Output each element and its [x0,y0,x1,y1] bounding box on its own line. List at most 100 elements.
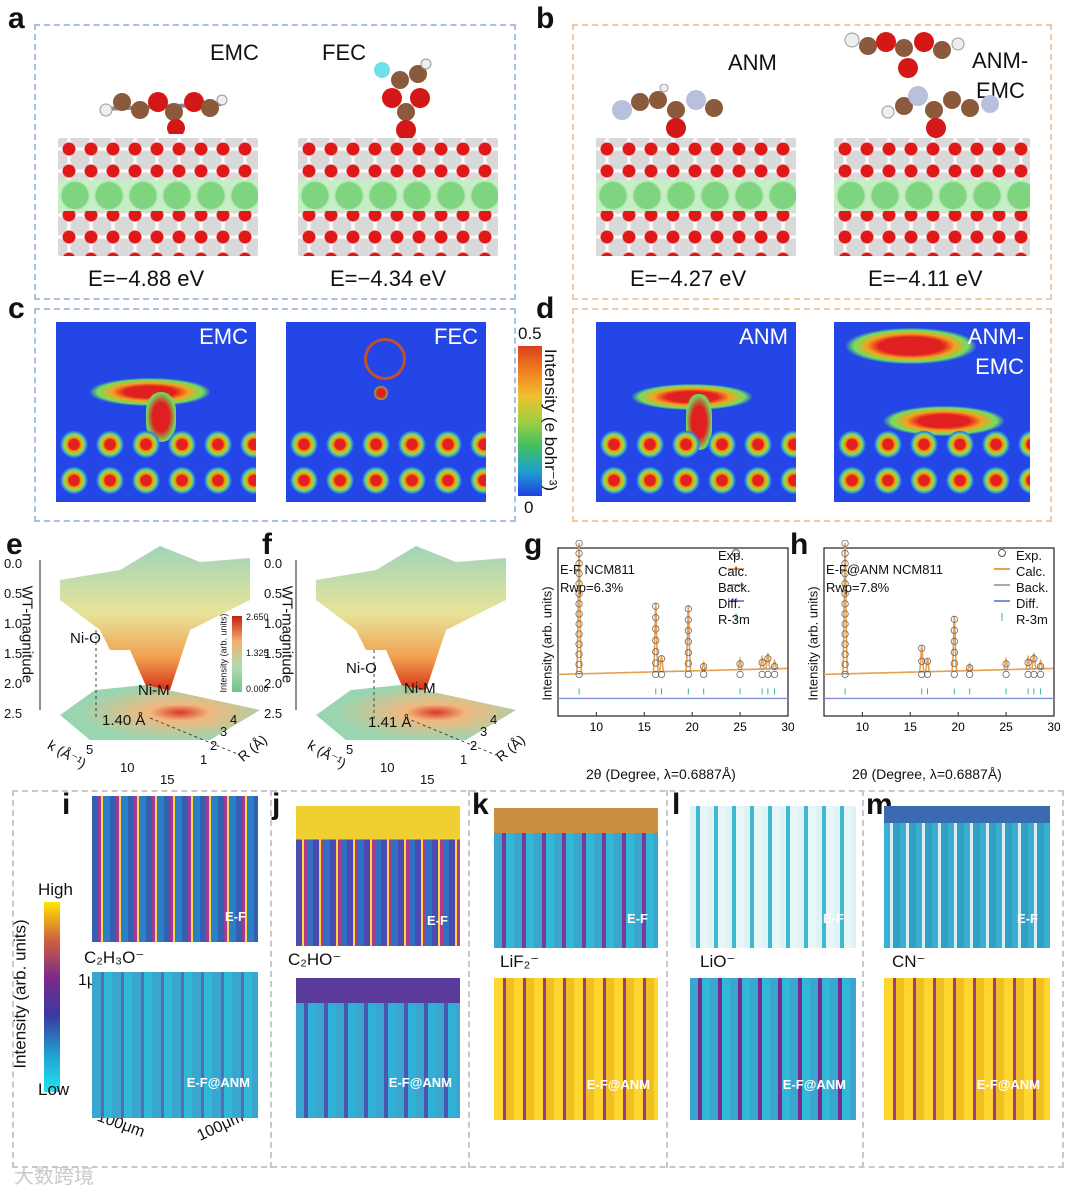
g-exp-point-3-4 [684,627,692,635]
h-exp-point-0-13 [841,540,849,547]
g-exp-point-0-2 [575,650,583,658]
h-exp-point-0-1 [841,660,849,668]
tof-divider-4 [862,790,864,1168]
g-series-calc [558,542,788,676]
h-exp-point-3-4 [950,626,958,634]
cube-i-top: E-F [92,796,258,942]
e-rtick-1: 1 [200,752,208,767]
h-exp-point-0-7 [841,600,849,608]
g-xtick-label-2: 20 [685,720,699,734]
h-exp-point-0-12 [841,549,849,558]
g-exp-point-3-0 [684,670,692,678]
e-peak-ni-o: Ni-O [70,630,101,647]
e-legend-min: 0.000 [246,684,269,694]
ion-i: C₂H₃O⁻ [84,948,145,967]
f-ztick-4: 2.0 [264,676,283,691]
xrd-chart-g: 10 15 20 25 30 [557,540,794,734]
h-xtick-label-3: 25 [999,720,1013,734]
wavelet-transform-e [39,546,260,756]
energy-fec: E=−4.34 eV [330,266,447,291]
g-exp-point-0-13 [575,540,583,547]
e-legend-max: 2.650 [246,612,269,622]
tof-divider-2 [468,790,470,1168]
f-zlabel: WT-magnitude [278,585,296,684]
f-ktick-10: 10 [380,760,395,775]
h-exp-point-6-0 [1024,670,1032,678]
g-legend-diff: Diff. [718,596,741,611]
panel-d-frame [572,308,1052,522]
f-rtick-4: 4 [490,712,498,727]
h-exp-point-1-2 [918,644,926,652]
g-xlabel: 2θ (Degree, λ=0.6887Å) [586,766,736,782]
f-ktick-5: 5 [346,742,354,757]
h-exp-point-0-5 [841,620,849,628]
xrd-chart-h: 10 15 20 25 30 [823,540,1060,734]
h-exp-point-0-9 [841,580,849,588]
g-exp-point-1-3 [652,636,660,644]
wavelet-transform-f [295,546,516,756]
h-legend-exp: Exp. [1016,548,1043,563]
h-exp-point-1-0 [918,670,926,678]
g-exp-point-1-0 [652,670,660,678]
e-ztick-4: 2.0 [4,676,23,691]
cd-label-anm: ANM [739,324,788,349]
panel-letter-h: h [790,528,809,561]
label-anm-emc-1: ANM- [972,48,1029,73]
charge-density-fec: FEC [286,322,486,502]
g-exp-point-1-4 [652,625,660,633]
g-exp-point-0-12 [575,549,583,558]
h-legend-r3m: R-3m [1016,612,1048,627]
g-exp-point-4-1 [700,662,708,671]
tof-intensity-scale [44,902,60,1092]
h-exp-point-0-3 [841,640,849,648]
g-exp-point-0-7 [575,600,583,608]
panel-a-frame [34,24,516,300]
g-xtick-label-1: 15 [638,720,652,734]
h-xtick-label-4: 30 [1047,720,1060,734]
ion-k: LiF₂⁻ [500,952,540,971]
g-exp-point-1-6 [652,602,660,610]
g-exp-point-0-8 [575,590,583,598]
cube-l-bottom: E-F@ANM [690,978,856,1120]
colorbar-min: 0 [524,498,534,517]
g-exp-point-0-5 [575,620,583,628]
h-exp-point-5-0 [1002,670,1010,678]
e-ktick-10: 10 [120,760,135,775]
h-exp-point-3-5 [950,615,958,623]
e-legend-title: Intensity (arb. units) [218,613,229,693]
h-exp-point-4-0 [966,670,974,678]
panel-letter-l: l [672,788,681,821]
emc-molecule-on-anm [844,32,965,78]
h-exp-point-3-0 [950,670,958,678]
g-sample: E-F NCM811 [560,562,635,577]
f-peak-ni-m: Ni-M [404,680,436,697]
cube-k-bottom: E-F@ANM [494,978,658,1120]
e-rtick-3: 3 [220,724,228,739]
charge-density-anm: ANM [596,322,796,502]
h-exp-point-0-4 [841,630,849,638]
cd-label-emc: EMC [199,324,248,349]
g-exp-point-5-0 [736,670,744,678]
h-exp-point-7-1 [1030,655,1038,663]
h-exp-point-8-0 [1036,670,1045,678]
cube-l-top-label: E-F [823,911,844,926]
panel-letter-i: i [62,788,71,821]
energy-anm: E=−4.27 eV [630,266,747,291]
g-xtick-label-4: 30 [781,720,794,734]
g-legend-back: Back. [718,580,751,595]
h-exp-point-8-1 [1036,662,1045,671]
energy-anm-emc: E=−4.11 eV [868,266,983,291]
f-rtick-3: 3 [480,724,488,739]
emc-molecule [99,92,228,134]
tof-frame [12,790,1064,1168]
h-exp-point-0-6 [841,610,849,618]
cd-label-anm-emc-1: ANM- [967,324,1024,349]
colorbar-title: Intensity (e bohr⁻³) [541,348,560,492]
charge-density-anm-emc: ANM- EMC [834,322,1030,502]
h-exp-point-0-10 [841,569,849,578]
anm-molecule-with-emc [881,86,999,138]
e-intensity-legend [232,616,242,692]
slab-anm-emc [834,138,1030,256]
panel-letter-d: d [536,292,555,325]
g-legend-exp: Exp. [718,548,745,563]
